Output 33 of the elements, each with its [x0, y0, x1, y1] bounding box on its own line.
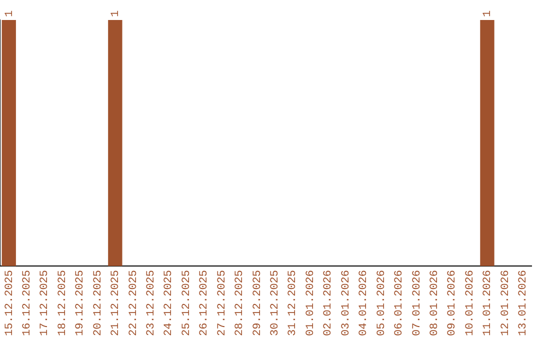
x-tick-label: 15.12.2025	[4, 270, 16, 336]
x-tick-label: 17.12.2025	[39, 270, 52, 336]
x-tick-label: 08.01.2026	[428, 270, 441, 336]
x-tick-label: 13.01.2026	[518, 270, 530, 336]
x-tick-label: 07.01.2026	[411, 270, 424, 336]
x-tick-label: 05.01.2026	[376, 270, 388, 336]
x-tick-label: 19.12.2025	[74, 270, 87, 336]
x-tick-label: 10.01.2026	[464, 270, 476, 336]
data-label: 1	[482, 10, 494, 17]
x-tick-label: 18.12.2025	[56, 270, 69, 336]
x-tick-label: 25.12.2025	[180, 270, 193, 336]
x-tick-label: 20.12.2025	[92, 270, 104, 336]
data-label: 1	[110, 10, 122, 17]
x-tick-label: 11.01.2026	[482, 270, 494, 336]
x-tick-label: 30.12.2025	[270, 270, 282, 336]
x-tick-label: 31.12.2025	[287, 270, 300, 336]
x-tick-label: 23.12.2025	[146, 270, 158, 336]
x-tick-label: 26.12.2025	[198, 270, 211, 336]
x-tick-label: 09.01.2026	[446, 270, 459, 336]
x-tick-label: 02.01.2026	[322, 270, 335, 336]
x-tick-label: 04.01.2026	[358, 270, 370, 336]
x-tick-label: 01.01.2026	[304, 270, 317, 336]
x-tick-label: 29.12.2025	[252, 270, 264, 336]
x-tick-label: 12.01.2026	[500, 270, 512, 336]
x-tick-label: 22.12.2025	[128, 270, 140, 336]
x-tick-label: 24.12.2025	[163, 270, 176, 336]
x-tick-label: 06.01.2026	[394, 270, 406, 336]
x-tick-label: 27.12.2025	[216, 270, 228, 336]
x-tick-label: 28.12.2025	[234, 270, 246, 336]
x-tick-label: 03.01.2026	[340, 270, 352, 336]
data-label: 1	[4, 10, 16, 17]
x-tick-label: 21.12.2025	[110, 270, 122, 336]
x-tick-label: 16.12.2025	[21, 270, 34, 336]
